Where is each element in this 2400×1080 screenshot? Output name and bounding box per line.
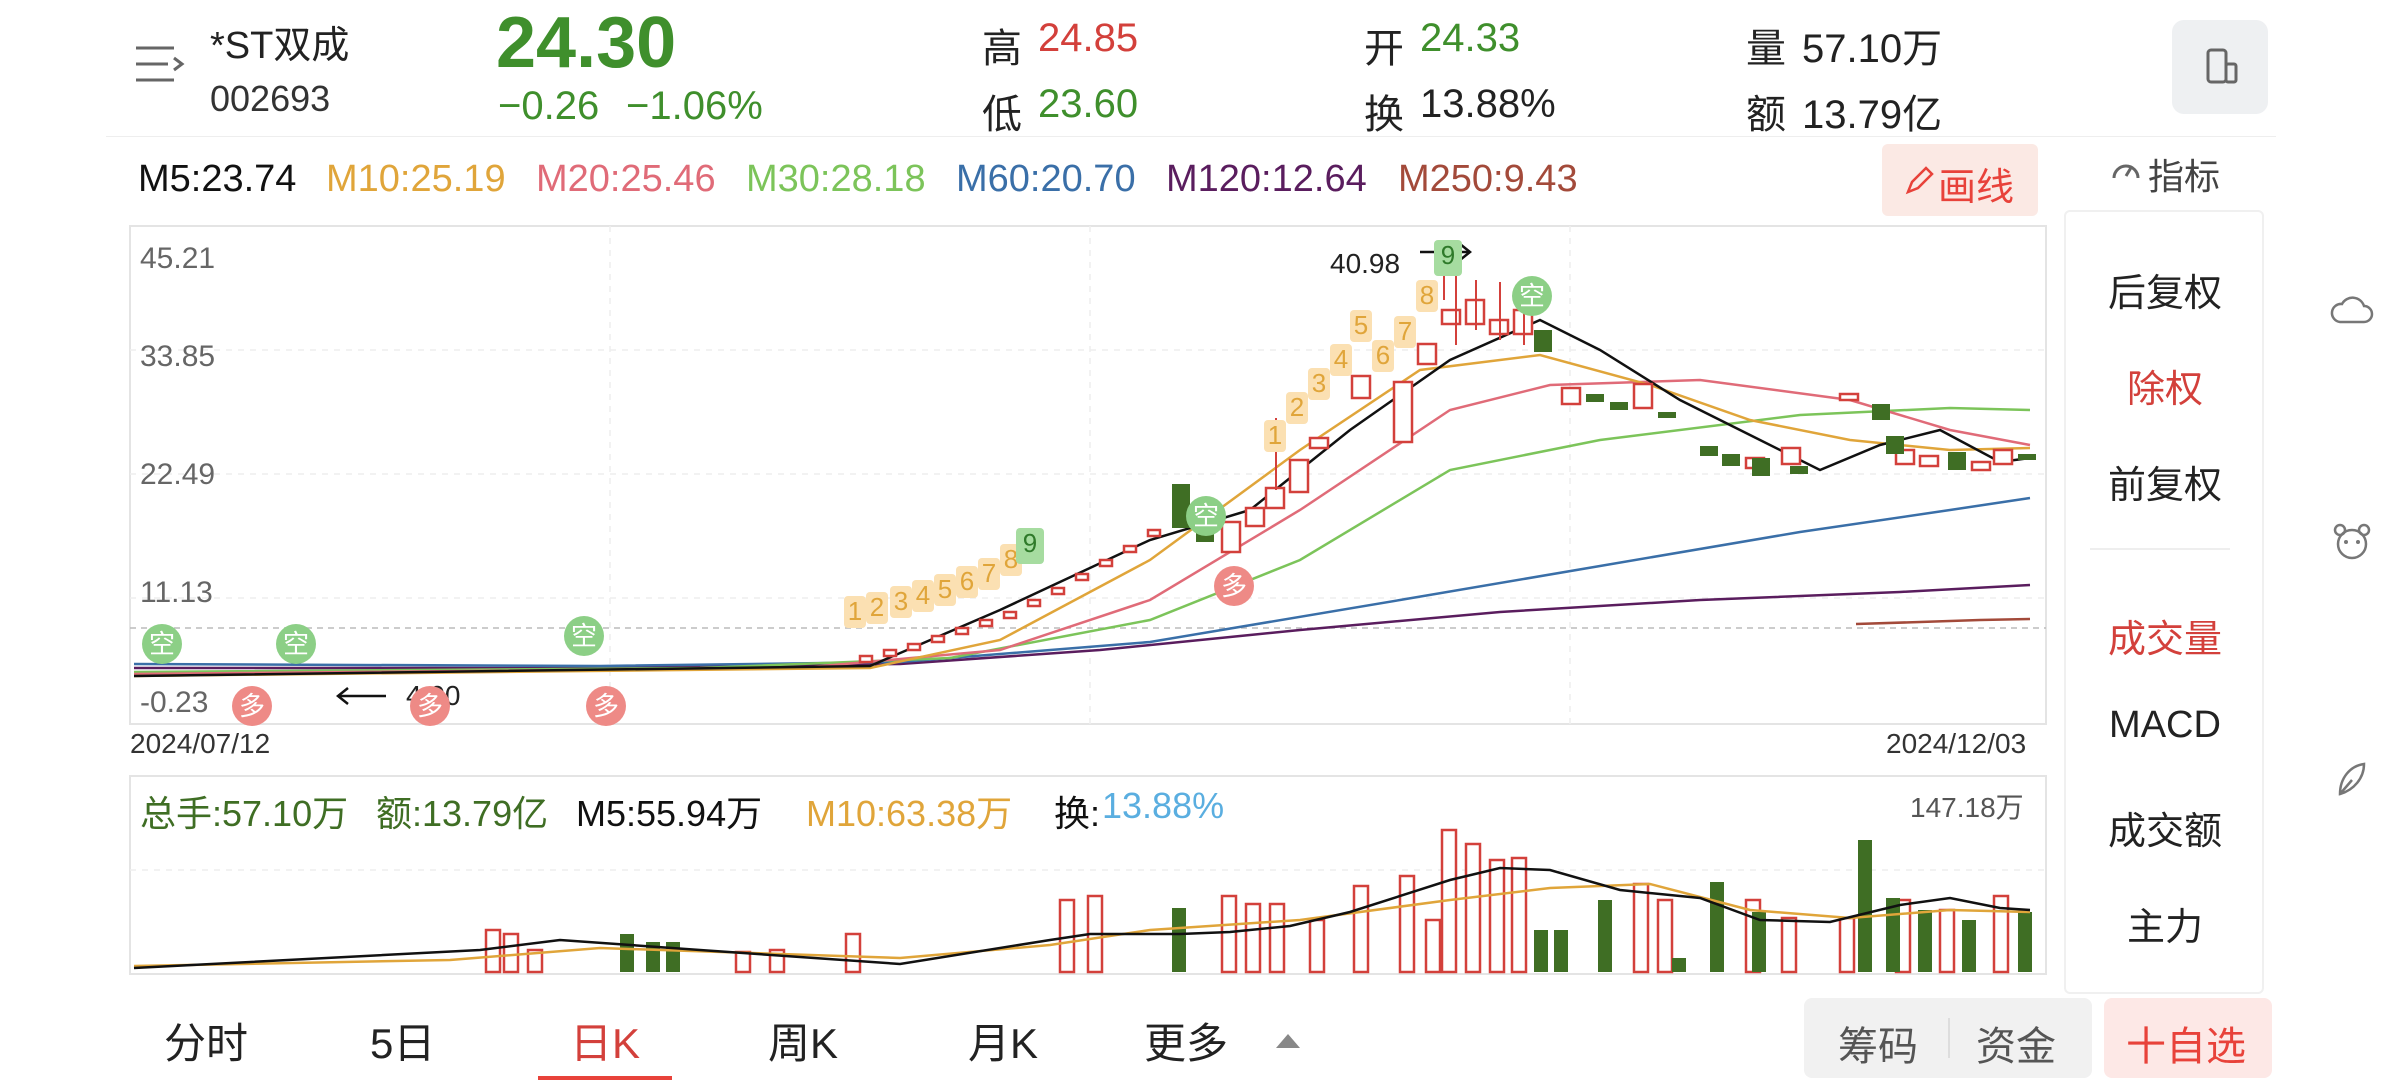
- seq-badge: 2: [866, 592, 888, 624]
- vol-total-hands: 总手:57.10万: [140, 793, 349, 834]
- indicator-button[interactable]: 指标: [2108, 146, 2248, 197]
- cloud-icon[interactable]: [2330, 292, 2374, 333]
- side-item-turnover-amount[interactable]: 成交额: [2107, 811, 2222, 853]
- kong-signal: 空: [1186, 496, 1226, 536]
- stock-name: *ST双成: [210, 25, 350, 67]
- tab-intraday[interactable]: 分时: [164, 1020, 249, 1067]
- duo-signal: 多: [232, 686, 272, 726]
- mascot-icon[interactable]: [2330, 520, 2374, 569]
- duo-signal: 多: [586, 686, 626, 726]
- caret-up-icon[interactable]: [1274, 1032, 1302, 1050]
- y-tick-3: 11.13: [140, 576, 213, 609]
- feather-icon[interactable]: [2334, 760, 2370, 805]
- ma5-label: M5:23.74: [138, 158, 297, 200]
- seq-badge: 1: [1264, 420, 1286, 452]
- seq-badge-final: 9: [1434, 240, 1462, 276]
- header-divider: [106, 136, 2276, 137]
- vol-m5: M5:55.94万: [576, 793, 763, 834]
- side-item-volume[interactable]: 成交量: [2107, 619, 2222, 661]
- y-tick-4: -0.23: [140, 686, 209, 719]
- side-item-macd[interactable]: MACD: [2109, 704, 2221, 746]
- tab-5day[interactable]: 5日: [370, 1020, 436, 1067]
- vol-max-label: 147.18万: [1910, 792, 2024, 823]
- ma60-label: M60:20.70: [956, 158, 1136, 200]
- tab-weekly-k[interactable]: 周K: [768, 1020, 839, 1067]
- ma30-label: M30:28.18: [746, 158, 926, 200]
- chips-button[interactable]: 筹码: [1838, 1025, 1918, 1069]
- ma120-label: M120:12.64: [1166, 158, 1367, 200]
- tab-more[interactable]: 更多: [1144, 1020, 1229, 1067]
- seq-badge: 5: [934, 574, 956, 606]
- price-change-pct: −1.06%: [626, 84, 763, 128]
- seq-badge: 1: [844, 596, 866, 628]
- kong-signal: 空: [142, 624, 182, 664]
- pencil-icon: [1905, 166, 1934, 195]
- stock-code: 002693: [210, 78, 331, 119]
- seq-badge: 3: [890, 586, 912, 618]
- side-menu-divider: [2090, 548, 2230, 550]
- y-tick-0: 45.21: [140, 242, 216, 275]
- seq-badge: 3: [1308, 368, 1330, 400]
- start-date: 2024/07/12: [130, 728, 271, 759]
- ma10-label: M10:25.19: [326, 158, 506, 200]
- seq-badge: 8: [1416, 280, 1438, 312]
- y-tick-1: 33.85: [140, 340, 216, 373]
- vol-m10: M10:63.38万: [806, 793, 1013, 834]
- seq-badge: 7: [978, 558, 1000, 590]
- ma250-label: M250:9.43: [1398, 158, 1578, 200]
- max-price-label: 40.98: [1330, 248, 1401, 279]
- seq-badge: 6: [1372, 340, 1394, 372]
- menu-icon[interactable]: [134, 42, 186, 88]
- seq-badge: 2: [1286, 392, 1308, 424]
- seq-badge: 4: [912, 580, 934, 612]
- duo-signal: 多: [410, 686, 450, 726]
- tab-monthly-k[interactable]: 月K: [968, 1020, 1039, 1067]
- side-item-forward-adjust[interactable]: 前复权: [2107, 465, 2222, 507]
- low-label: 低: [982, 93, 1022, 137]
- volume-label: 量: [1746, 27, 1786, 71]
- tab-active-indicator: [538, 1076, 672, 1080]
- open-value: 24.33: [1420, 16, 1521, 60]
- kong-signal: 空: [276, 624, 316, 664]
- ma20-label: M20:25.46: [536, 158, 716, 200]
- high-label: 高: [982, 27, 1022, 71]
- funds-button[interactable]: 资金: [1976, 1025, 2056, 1069]
- side-menu: [2064, 210, 2264, 994]
- amount-value: 13.79亿: [1802, 93, 1943, 137]
- turnover-label: 换: [1364, 93, 1404, 137]
- y-tick-2: 22.49: [140, 458, 216, 491]
- vol-turnover-label: 换:: [1054, 793, 1101, 834]
- side-item-main-force[interactable]: 主力: [2126, 907, 2203, 949]
- seq-badge: 6: [956, 566, 978, 598]
- duo-signal: 多: [1214, 566, 1254, 606]
- side-item-backward-adjust[interactable]: 后复权: [2107, 273, 2222, 315]
- gauge-icon: [2112, 164, 2140, 179]
- high-value: 24.85: [1038, 16, 1139, 60]
- price-change: −0.26: [498, 84, 600, 128]
- open-label: 开: [1364, 27, 1404, 71]
- seq-badge: 4: [1330, 344, 1352, 376]
- turnover-value: 13.88%: [1420, 82, 1556, 126]
- chips-funds-divider: [1948, 1018, 1950, 1058]
- volume-value: 57.10万: [1802, 27, 1943, 71]
- end-date: 2024/12/03: [1886, 728, 2027, 759]
- current-price: 24.30: [496, 3, 677, 83]
- add-watchlist-button[interactable]: 十自选: [2104, 998, 2272, 1078]
- side-item-ex-rights[interactable]: 除权: [2126, 369, 2203, 411]
- seq-badge-final: 9: [1016, 528, 1044, 564]
- landscape-toggle-button[interactable]: [2172, 20, 2268, 114]
- kong-signal: 空: [564, 616, 604, 656]
- draw-line-button[interactable]: 画线: [1882, 144, 2038, 216]
- vol-turnover-value: 13.88%: [1102, 785, 1225, 826]
- seq-badge: 7: [1394, 316, 1416, 348]
- tab-daily-k[interactable]: 日K: [570, 1020, 641, 1067]
- amount-label: 额: [1746, 93, 1786, 137]
- vol-amount: 额:13.79亿: [376, 793, 549, 834]
- kong-signal: 空: [1512, 276, 1552, 316]
- rotate-phone-icon: [2206, 48, 2238, 84]
- seq-badge: 5: [1350, 310, 1372, 342]
- low-value: 23.60: [1038, 82, 1139, 126]
